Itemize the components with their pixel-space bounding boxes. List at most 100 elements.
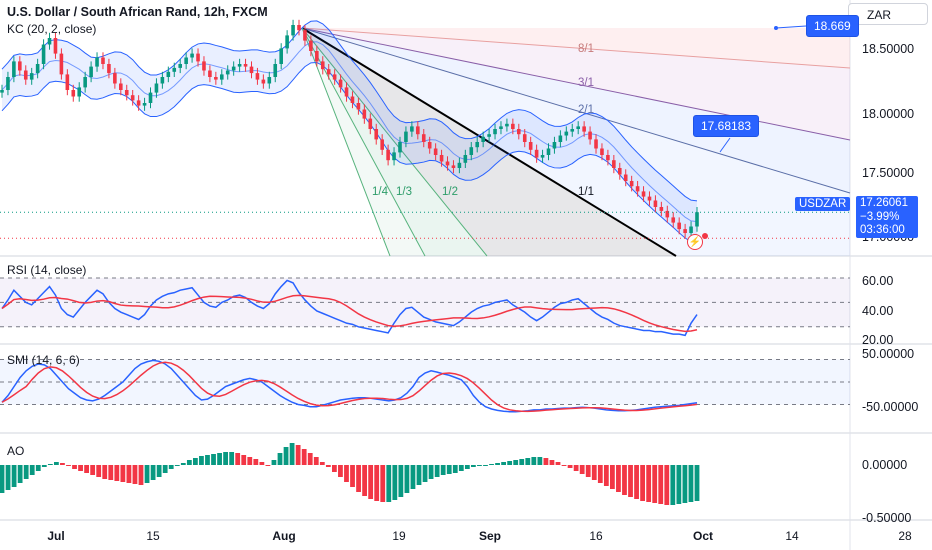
ao-bar: [205, 455, 210, 465]
price-tick: 18.00000: [862, 107, 915, 121]
candle-body: [124, 90, 129, 96]
fib-label: 1/2: [442, 186, 458, 198]
alert-icon[interactable]: ⚡: [687, 234, 703, 250]
kc-indicator-label[interactable]: KC (20, 2, close): [7, 22, 97, 36]
candle-body: [695, 212, 699, 227]
ao-bar: [96, 465, 102, 477]
ao-bar: [422, 465, 428, 482]
candle-body: [576, 126, 580, 129]
ao-bar: [289, 443, 295, 465]
ao-bar: [72, 465, 77, 469]
ao-bar: [126, 465, 132, 483]
candle-body: [540, 155, 545, 158]
candle-body: [392, 152, 396, 161]
candle-body: [487, 134, 491, 137]
ao-bar: [319, 462, 325, 465]
ao-tick: -0.50000: [862, 511, 912, 525]
candle-body: [570, 129, 575, 132]
candle-body: [142, 103, 147, 106]
ao-bar: [138, 465, 144, 485]
candle-body: [219, 74, 224, 80]
candle-body: [208, 70, 212, 77]
candle-body: [309, 40, 313, 51]
candle-body: [404, 131, 408, 142]
ao-bar: [29, 465, 35, 475]
chart-title: U.S. Dollar / South African Rand, 12h, F…: [7, 5, 268, 19]
candle-body: [237, 64, 242, 67]
candle-body: [53, 38, 58, 54]
currency-button[interactable]: ZAR: [848, 3, 928, 25]
time-tick: 19: [392, 529, 406, 543]
ao-bar: [555, 462, 561, 465]
candle-body: [261, 79, 266, 84]
candle-body: [386, 149, 390, 161]
callout-mid[interactable]: 17.68183: [693, 115, 760, 137]
candle-body: [119, 83, 123, 90]
candle-body: [83, 77, 87, 88]
price-tick: 17.50000: [862, 166, 915, 180]
candle-body: [285, 35, 289, 49]
candle-body: [641, 191, 646, 197]
ao-bar: [410, 465, 416, 489]
ao-bar: [144, 465, 150, 483]
candle-body: [0, 90, 4, 93]
candle-body: [564, 131, 569, 136]
ao-bar: [483, 465, 488, 466]
ao-bar: [47, 464, 53, 465]
ao-bar: [325, 465, 331, 467]
candle-body: [255, 73, 260, 80]
candle-body: [635, 186, 640, 192]
ao-bar: [114, 465, 120, 481]
ao-bar: [634, 465, 639, 499]
candle-body: [59, 53, 64, 75]
fib-label: 8/1: [578, 43, 594, 55]
ao-bar: [670, 465, 676, 505]
candle-body: [623, 174, 628, 181]
candle-body: [136, 100, 141, 106]
ao-tick: 0.00000: [862, 458, 908, 472]
candle-body: [291, 25, 295, 36]
ao-bar: [344, 465, 349, 482]
candle-body: [225, 70, 230, 75]
candle-body: [95, 57, 99, 67]
ao-bar: [120, 465, 126, 482]
candle-body: [398, 142, 402, 153]
candle-body: [350, 96, 355, 103]
ao-bar: [489, 464, 494, 465]
ao-bar: [585, 465, 591, 477]
last-price: 17.26061: [860, 197, 908, 209]
symbol-badge: USDZAR: [795, 197, 851, 211]
fib-label: 2/1: [578, 104, 594, 116]
candle-body: [196, 53, 200, 62]
ao-bar: [446, 465, 452, 474]
candle-body: [463, 155, 468, 163]
candle-body: [511, 123, 515, 129]
price-change: −3.99%: [860, 210, 900, 223]
ao-bar: [495, 463, 500, 465]
candle-body: [433, 148, 438, 155]
ao-bar: [259, 462, 265, 465]
candle-body: [356, 103, 361, 110]
smi-label[interactable]: SMI (14, 6, 6): [7, 353, 80, 367]
fib-fan-line: [301, 27, 488, 257]
candle-body: [380, 139, 384, 150]
ao-bar: [591, 465, 597, 480]
ao-bar: [271, 460, 277, 465]
candle-body: [683, 229, 687, 233]
candle-body: [267, 77, 272, 84]
kc-band: [2, 20, 697, 243]
ao-bar: [265, 465, 271, 466]
ao-bar: [295, 445, 301, 465]
ao-bar: [567, 465, 573, 468]
ao-label[interactable]: AO: [7, 444, 25, 458]
candle-body: [18, 61, 22, 71]
rsi-label[interactable]: RSI (14, close): [7, 263, 87, 277]
callout-top[interactable]: 18.669: [806, 15, 859, 37]
ao-bar: [416, 465, 422, 485]
ao-bar: [162, 465, 168, 473]
candle-body: [89, 66, 93, 77]
fib-label: 3/1: [578, 77, 594, 89]
candle-body: [689, 226, 693, 233]
candle-body: [362, 109, 367, 119]
